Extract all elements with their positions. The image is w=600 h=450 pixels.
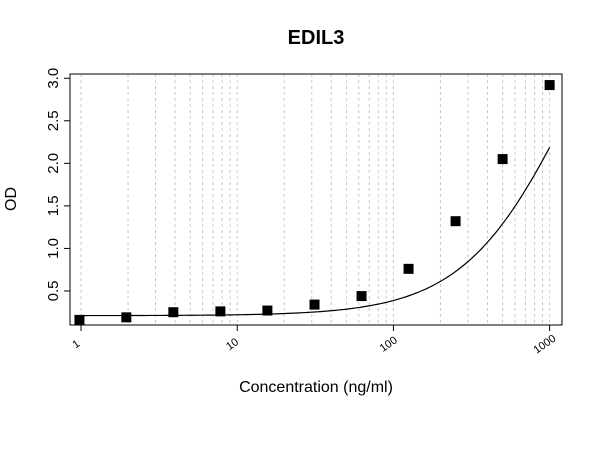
data-point bbox=[403, 263, 414, 274]
data-point bbox=[450, 216, 461, 227]
y-tick-label: 2.0 bbox=[45, 153, 62, 174]
x-axis-label: Concentration (ng/ml) bbox=[239, 379, 393, 396]
y-tick-label: 2.5 bbox=[45, 110, 62, 131]
fit-curve bbox=[79, 147, 551, 317]
x-tick-label: 1 bbox=[70, 338, 82, 351]
axes: 0.5 1.0 1.5 2.0 2.5 3.0 1 10 100 1000 bbox=[45, 68, 558, 357]
y-axis-label: OD bbox=[3, 187, 20, 211]
data-point bbox=[544, 80, 555, 91]
chart-title: EDIL3 bbox=[288, 27, 345, 49]
plot-frame bbox=[69, 73, 563, 326]
data-point bbox=[74, 314, 85, 325]
data-point bbox=[356, 291, 367, 302]
y-tick-label: 1.5 bbox=[45, 195, 62, 216]
y-tick-label: 3.0 bbox=[45, 68, 62, 89]
data-point bbox=[309, 299, 320, 310]
x-tick-label: 1000 bbox=[531, 333, 558, 357]
x-tick-label: 10 bbox=[224, 336, 241, 353]
data-point bbox=[262, 305, 273, 316]
x-tick-label: 100 bbox=[378, 334, 400, 354]
data-point bbox=[215, 306, 226, 317]
data-point bbox=[121, 312, 132, 323]
grid-lines bbox=[80, 74, 551, 325]
data-point bbox=[168, 307, 179, 318]
data-points bbox=[74, 80, 555, 325]
y-tick-label: 0.5 bbox=[45, 281, 62, 302]
y-tick-label: 1.0 bbox=[45, 238, 62, 259]
data-point bbox=[497, 154, 508, 165]
